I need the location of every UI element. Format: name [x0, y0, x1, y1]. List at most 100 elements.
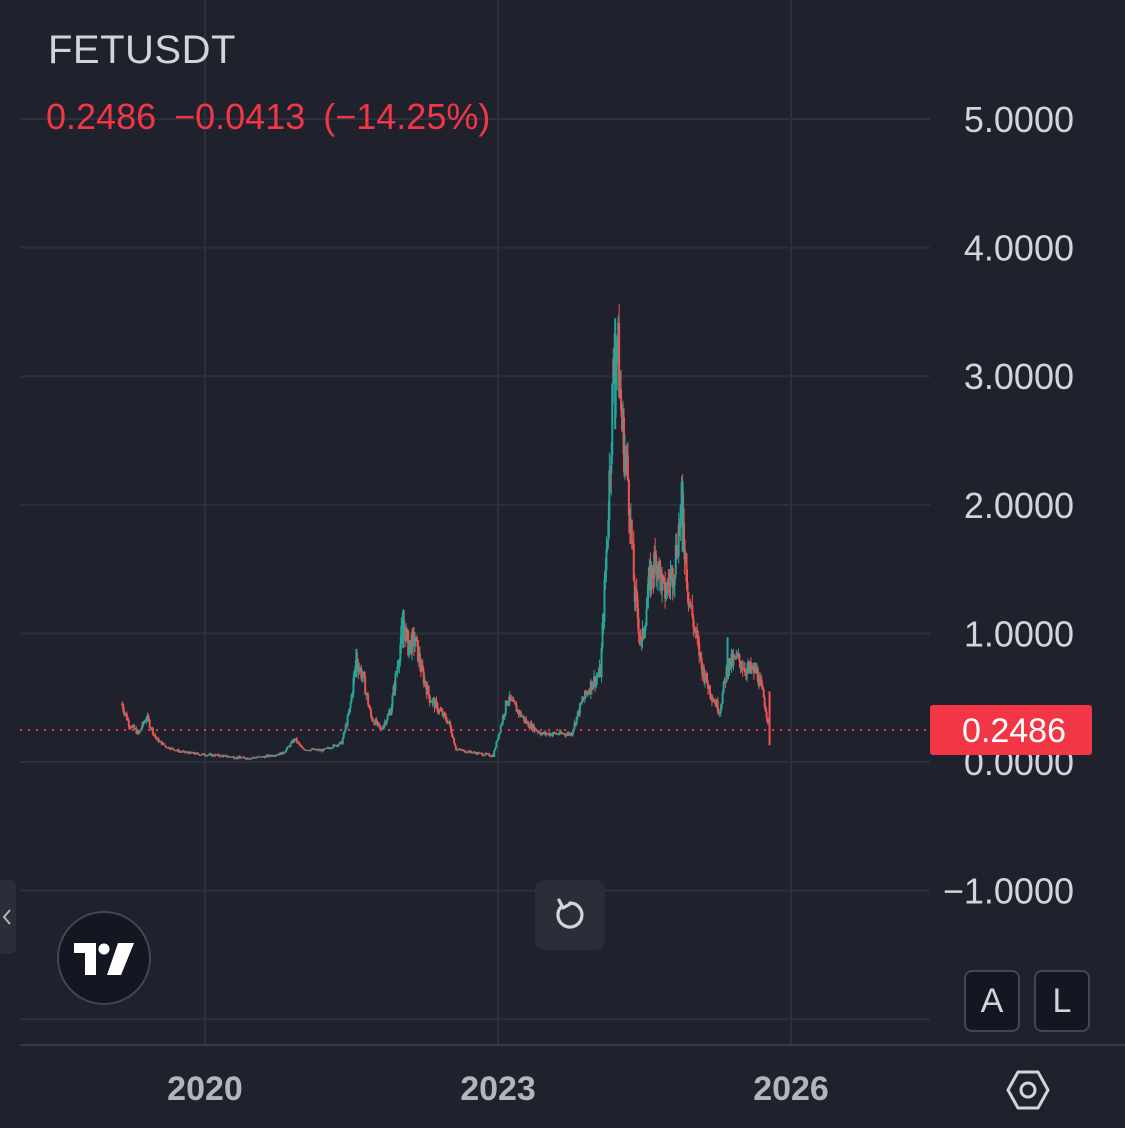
reset-chart-button[interactable] [535, 880, 605, 950]
candle-body [674, 545, 677, 575]
candle-body [669, 574, 672, 586]
candle-body [238, 756, 241, 758]
candle-body [455, 746, 458, 750]
candle-body [577, 711, 580, 715]
candle-body [668, 583, 671, 586]
candle-body [607, 519, 610, 541]
candle-body [141, 722, 144, 728]
candle-body [344, 724, 347, 731]
candle-body [553, 732, 556, 734]
candle-body [138, 730, 141, 734]
candle-body [739, 661, 742, 669]
candle-body [323, 748, 326, 750]
candle-body [309, 749, 312, 751]
collapse-panel-tab[interactable] [0, 880, 16, 954]
candle-body [254, 757, 257, 759]
candle-body [534, 727, 537, 731]
candle-body [456, 749, 459, 751]
candle-body [722, 681, 725, 693]
gear-icon[interactable] [1004, 1066, 1052, 1114]
candle-body [146, 715, 149, 719]
candle-body [480, 752, 483, 754]
candle-body [187, 752, 190, 754]
candle-body [466, 751, 469, 753]
candle-body [737, 654, 740, 656]
candle-body [189, 751, 192, 753]
candle-body [523, 716, 526, 721]
candle-body [712, 700, 715, 703]
price-axis[interactable]: 5.00004.00003.00002.00001.00000.0000−1.0… [930, 99, 1092, 912]
candle-body [677, 524, 680, 556]
candle-body [568, 732, 571, 735]
candle-body [636, 599, 639, 619]
candle-body [295, 738, 298, 743]
candle-body [321, 749, 324, 752]
candle-body [205, 755, 208, 757]
candle-body [392, 686, 395, 695]
candle-body [623, 417, 626, 472]
candle-body [302, 748, 305, 750]
candle-body [686, 582, 689, 593]
candle-body [199, 754, 202, 756]
candle-body [160, 741, 163, 745]
candle-body [664, 581, 667, 599]
candle-body [200, 754, 203, 756]
candle-body [616, 339, 619, 359]
log-scale-button[interactable]: L [1034, 970, 1090, 1032]
candle-body [282, 751, 285, 754]
candle-body [396, 666, 399, 673]
candle-body [174, 750, 177, 752]
candle-body [559, 731, 562, 734]
candle-body [418, 653, 421, 666]
candle-body [240, 757, 243, 759]
candle-body [358, 669, 361, 672]
candle-body [515, 705, 518, 712]
time-axis[interactable]: 2020 2023 2026 [167, 1070, 829, 1108]
candle-body [450, 726, 453, 733]
candle-body [691, 605, 694, 617]
candle-body [149, 727, 152, 729]
candle-body [211, 754, 214, 757]
candle-body [758, 678, 761, 687]
candle-body [593, 676, 596, 686]
candle-body [706, 673, 709, 683]
candle-body [631, 542, 634, 544]
candle-body [663, 577, 666, 582]
candle-body [451, 732, 454, 737]
candle-body [704, 680, 707, 683]
chevron-left-icon [2, 909, 11, 925]
auto-scale-button[interactable]: A [964, 970, 1020, 1032]
candle-body [179, 751, 182, 753]
candle-body [151, 727, 154, 735]
x-tick-label: 2023 [460, 1070, 536, 1108]
candle-body [259, 756, 262, 758]
candle-body [346, 715, 349, 726]
y-tick-label: 1.0000 [964, 613, 1074, 654]
candle-body [692, 616, 695, 628]
tradingview-logo[interactable] [57, 911, 151, 1005]
candle-body [175, 750, 178, 752]
candle-body [128, 726, 131, 728]
candle-body [217, 754, 220, 756]
candle-body [548, 733, 551, 736]
candle-body [719, 708, 722, 713]
candle-body [201, 753, 204, 755]
candle-body [469, 750, 472, 753]
candle-body [416, 640, 419, 662]
candle-body [439, 709, 442, 711]
candle-body [185, 751, 188, 753]
candle-body [258, 756, 261, 758]
candle-body [478, 752, 481, 755]
candle-body [580, 702, 583, 704]
candle-body [150, 727, 153, 729]
candle-body [708, 685, 711, 695]
candle-body [465, 752, 468, 754]
candle-body [654, 551, 657, 556]
candle-body [182, 750, 185, 752]
candle-body [493, 750, 496, 757]
candle-body [332, 744, 335, 748]
candle-body [183, 750, 186, 753]
candle-body [133, 725, 136, 729]
candle-body [611, 383, 614, 455]
